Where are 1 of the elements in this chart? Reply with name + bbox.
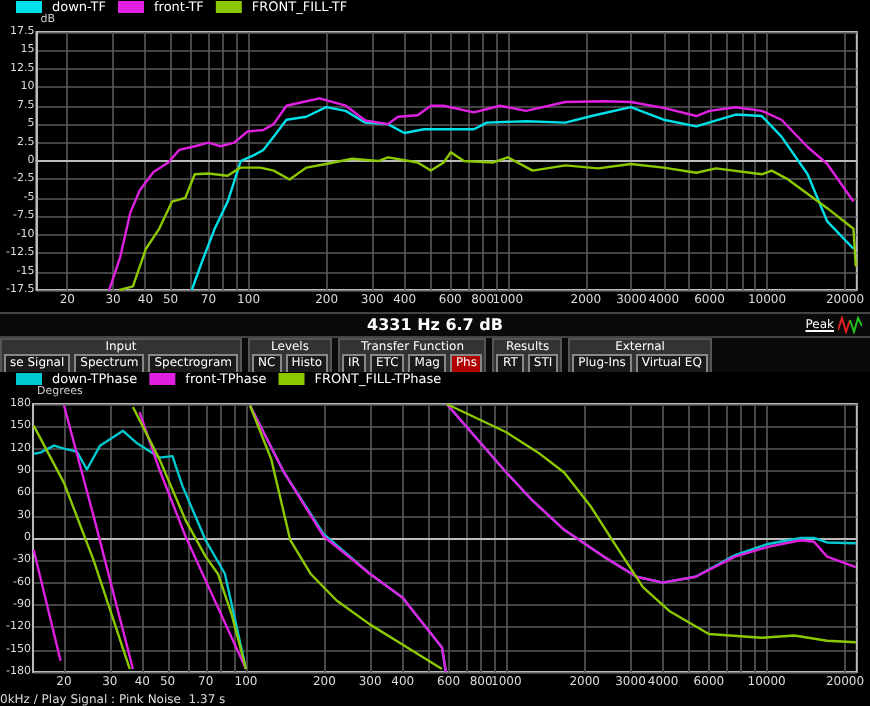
text: 4331 Hz 6.7 dB: [367, 316, 503, 334]
